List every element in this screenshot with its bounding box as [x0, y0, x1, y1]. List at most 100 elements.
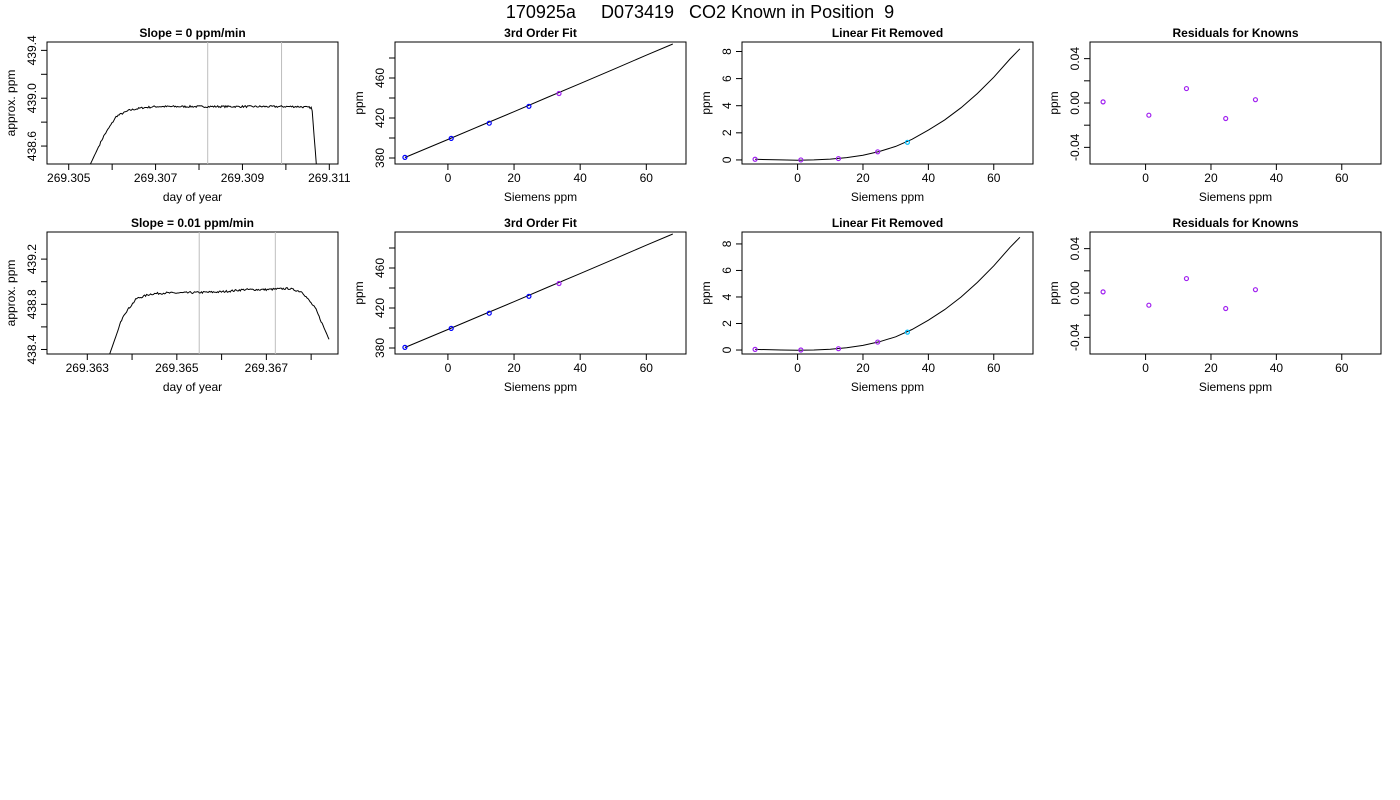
data-point — [904, 139, 911, 145]
x-axis-label: Siemens ppm — [504, 380, 577, 394]
data-point — [752, 156, 758, 162]
y-axis-label: ppm — [352, 281, 366, 304]
figure-title: 170925a D073419 CO2 Known in Position 9 — [505, 2, 895, 22]
x-tick-label: 40 — [1270, 171, 1284, 185]
fit-curve — [404, 233, 673, 348]
data-point — [1252, 287, 1259, 293]
x-tick-label: 60 — [640, 361, 654, 375]
plot-frame — [1089, 231, 1382, 355]
data-point — [1100, 289, 1106, 295]
data-point — [486, 310, 492, 316]
x-tick-label: 0 — [794, 361, 801, 375]
x-tick-label: 20 — [1204, 171, 1218, 185]
x-tick-label: 20 — [1204, 361, 1218, 375]
x-tick-label: 60 — [987, 361, 1001, 375]
y-tick-label: 439.0 — [25, 83, 39, 113]
y-axis-label: ppm — [1047, 91, 1061, 114]
fit-curve — [755, 48, 1021, 161]
y-tick-label: 8 — [720, 48, 734, 55]
plot-p7: Linear Fit Removed 0 20 40 60 0 2 4 6 8 Siemens pp… — [699, 216, 1034, 394]
y-tick-label: 460 — [373, 68, 387, 88]
plot-p5: Slope = 0.01 ppm/min 269.363 269.365 269.36… — [4, 216, 339, 394]
x-tick-label: 0 — [1142, 171, 1149, 185]
y-tick-label: 0 — [720, 156, 734, 163]
x-axis-label: Siemens ppm — [504, 190, 577, 204]
plot-area — [89, 42, 317, 164]
plot-title: Linear Fit Removed — [832, 216, 943, 230]
y-tick-label: 380 — [373, 148, 387, 168]
y-tick-label: -0.04 — [1068, 323, 1082, 351]
y-tick-label: 8 — [720, 240, 734, 247]
y-tick-label: -0.04 — [1068, 133, 1082, 161]
plot-area — [402, 43, 673, 160]
data-point — [798, 347, 804, 353]
plot-area — [1100, 275, 1259, 312]
data-point — [875, 339, 881, 345]
x-tick-label: 20 — [856, 361, 870, 375]
data-point — [448, 135, 454, 141]
plot-title: 3rd Order Fit — [504, 26, 577, 40]
x-tick-label: 20 — [507, 171, 521, 185]
plot-title: Residuals for Knowns — [1172, 216, 1298, 230]
x-tick-label: 60 — [1335, 171, 1349, 185]
x-tick-label: 269.367 — [245, 361, 289, 375]
plot-area — [752, 48, 1021, 163]
y-tick-label: 438.8 — [25, 289, 39, 319]
y-tick-label: 0.00 — [1068, 281, 1082, 305]
y-axis-label: ppm — [699, 281, 713, 304]
x-tick-label: 269.307 — [134, 171, 178, 185]
y-tick-label: 0.04 — [1068, 237, 1082, 261]
plot-title: Linear Fit Removed — [832, 26, 943, 40]
x-axis-label: Siemens ppm — [1199, 190, 1272, 204]
x-axis-label: day of year — [163, 190, 222, 204]
plot-p2: 3rd Order Fit 0 20 40 60 380 420 460 Siemens ppm… — [352, 26, 687, 204]
y-tick-label: 6 — [720, 75, 734, 82]
x-tick-label: 20 — [507, 361, 521, 375]
plot-p8: Residuals for Knowns 0 20 40 60 -0.04 0.00 0.04… — [1047, 216, 1382, 394]
x-tick-label: 60 — [1335, 361, 1349, 375]
plot-title: 3rd Order Fit — [504, 216, 577, 230]
data-point — [1183, 275, 1190, 282]
y-tick-label: 438.4 — [25, 334, 39, 364]
plot-title: Slope = 0.01 ppm/min — [131, 216, 254, 230]
y-axis-label: approx. ppm — [4, 70, 18, 137]
data-point — [448, 325, 454, 331]
data-series-line — [89, 104, 317, 164]
y-tick-label: 0.00 — [1068, 91, 1082, 115]
data-point — [402, 344, 408, 350]
plot-area — [1100, 85, 1259, 122]
data-point — [904, 329, 911, 335]
y-axis-label: ppm — [352, 91, 366, 114]
x-tick-label: 40 — [922, 171, 936, 185]
y-tick-label: 0.04 — [1068, 47, 1082, 71]
y-tick-label: 420 — [373, 298, 387, 318]
plot-frame — [46, 41, 339, 165]
y-tick-label: 4 — [720, 293, 734, 300]
x-tick-label: 40 — [1270, 361, 1284, 375]
data-point — [1183, 85, 1190, 92]
x-tick-label: 269.365 — [155, 361, 199, 375]
x-tick-label: 269.363 — [66, 361, 110, 375]
y-tick-label: 0 — [720, 346, 734, 353]
x-tick-label: 269.309 — [221, 171, 265, 185]
data-point — [835, 155, 842, 162]
y-axis-label: ppm — [1047, 281, 1061, 304]
data-point — [752, 346, 758, 352]
data-point — [526, 103, 532, 109]
x-tick-label: 20 — [856, 171, 870, 185]
y-tick-label: 2 — [720, 320, 734, 327]
x-tick-label: 0 — [1142, 361, 1149, 375]
y-tick-label: 6 — [720, 267, 734, 274]
data-point — [1146, 112, 1152, 118]
y-axis-label: ppm — [699, 91, 713, 114]
y-tick-label: 439.4 — [25, 35, 39, 65]
x-tick-label: 40 — [574, 361, 588, 375]
data-series-line — [109, 287, 330, 354]
data-point — [1223, 115, 1229, 122]
x-tick-label: 0 — [445, 171, 452, 185]
x-tick-label: 40 — [922, 361, 936, 375]
plot-frame — [394, 41, 687, 165]
x-tick-label: 269.305 — [47, 171, 91, 185]
y-tick-label: 438.6 — [25, 131, 39, 161]
